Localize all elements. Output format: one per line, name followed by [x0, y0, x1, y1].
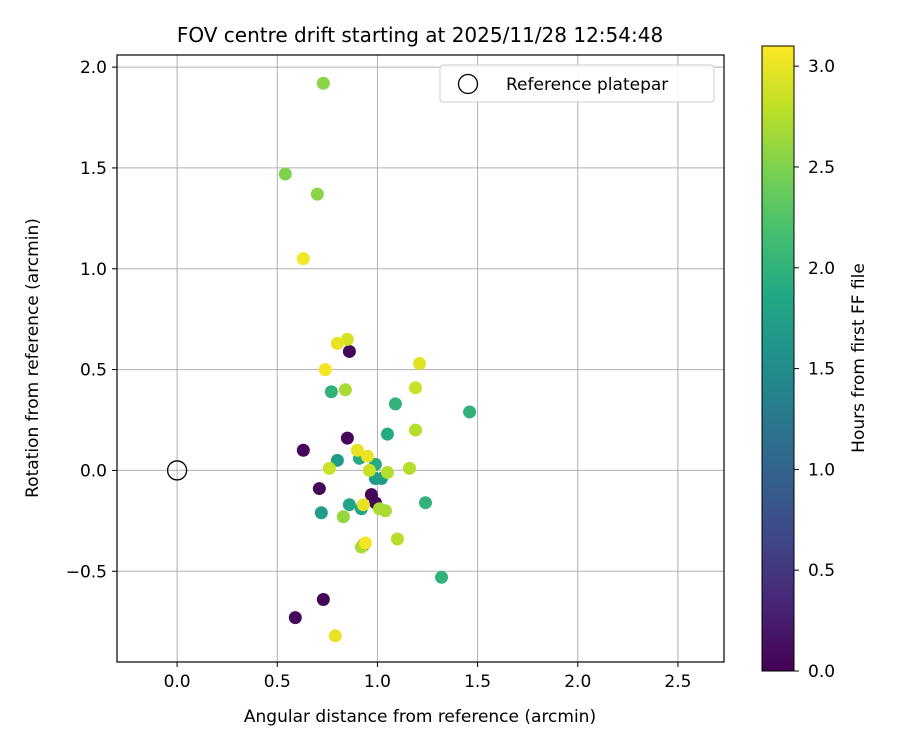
- data-point: [318, 363, 332, 377]
- colorbar-tick-label: 2.5: [808, 158, 835, 178]
- colorbar: [761, 45, 795, 672]
- data-point: [350, 443, 364, 457]
- colorbar-label: Hours from first FF file: [849, 263, 869, 453]
- y-axis-ticks: −0.5 0.0 0.5 1.0 1.5 2.0: [66, 58, 117, 582]
- chart-title: FOV centre drift starting at 2025/11/28 …: [177, 23, 663, 47]
- data-point: [390, 532, 404, 546]
- legend-box: [439, 64, 715, 103]
- y-tick-label: 0.5: [80, 361, 107, 381]
- data-point: [362, 463, 376, 477]
- data-point: [358, 536, 372, 550]
- data-point: [316, 592, 330, 606]
- colorbar-ticks: 0.0 0.5 1.0 1.5 2.0 2.5 3.0: [794, 57, 835, 682]
- data-point: [388, 397, 402, 411]
- data-point: [380, 427, 394, 441]
- data-point: [408, 423, 422, 437]
- data-point: [336, 510, 350, 524]
- scatter-points: [278, 76, 477, 643]
- data-point: [316, 76, 330, 90]
- y-tick-label: 0.0: [80, 461, 107, 481]
- data-point: [324, 385, 338, 399]
- data-point: [342, 498, 356, 512]
- x-tick-label: 2.0: [564, 672, 591, 692]
- data-point: [314, 506, 328, 520]
- data-point: [342, 344, 356, 358]
- colorbar-tick-label: 0.0: [808, 662, 835, 682]
- x-tick-label: 0.0: [164, 672, 191, 692]
- x-tick-label: 2.5: [664, 672, 691, 692]
- data-point: [463, 405, 477, 419]
- colorbar-tick-label: 2.0: [808, 259, 835, 279]
- x-tick-label: 1.5: [464, 672, 491, 692]
- colorbar-tick-label: 1.0: [808, 460, 835, 480]
- data-point: [412, 357, 426, 371]
- data-point: [328, 629, 342, 643]
- data-point: [360, 449, 374, 463]
- data-point: [322, 461, 336, 475]
- legend-marker-icon: [457, 73, 479, 95]
- data-point: [330, 453, 344, 467]
- data-point: [278, 167, 292, 181]
- data-point: [356, 498, 370, 512]
- legend: Reference platepar: [439, 64, 715, 103]
- data-point: [340, 431, 354, 445]
- data-point: [310, 187, 324, 201]
- data-point: [340, 332, 354, 346]
- data-point: [296, 252, 310, 266]
- y-tick-label: 1.0: [80, 260, 107, 280]
- data-point: [419, 496, 433, 510]
- colorbar-tick-label: 3.0: [808, 57, 835, 77]
- data-point: [288, 611, 302, 625]
- x-axis-label: Angular distance from reference (arcmin): [244, 707, 596, 727]
- data-point: [338, 383, 352, 397]
- y-axis-label: Rotation from reference (arcmin): [23, 218, 43, 498]
- data-point: [312, 482, 326, 496]
- reference-marker-layer: [166, 460, 188, 481]
- data-point: [378, 504, 392, 518]
- legend-label: Reference platepar: [506, 75, 668, 95]
- data-point: [380, 465, 394, 479]
- data-point: [330, 336, 344, 350]
- x-axis-ticks: 0.0 0.5 1.0 1.5 2.0 2.5: [164, 662, 691, 692]
- y-tick-label: 1.5: [80, 159, 107, 179]
- y-tick-label: −0.5: [66, 562, 107, 582]
- data-point: [402, 461, 416, 475]
- data-point: [408, 381, 422, 395]
- colorbar-tick-label: 0.5: [808, 561, 835, 581]
- plot-frame: [116, 54, 725, 663]
- y-tick-label: 2.0: [80, 58, 107, 78]
- data-point: [435, 570, 449, 584]
- reference-platepar-marker: [166, 460, 188, 481]
- x-tick-label: 1.0: [364, 672, 391, 692]
- colorbar-tick-label: 1.5: [808, 360, 835, 380]
- data-point: [296, 443, 310, 457]
- x-tick-label: 0.5: [264, 672, 291, 692]
